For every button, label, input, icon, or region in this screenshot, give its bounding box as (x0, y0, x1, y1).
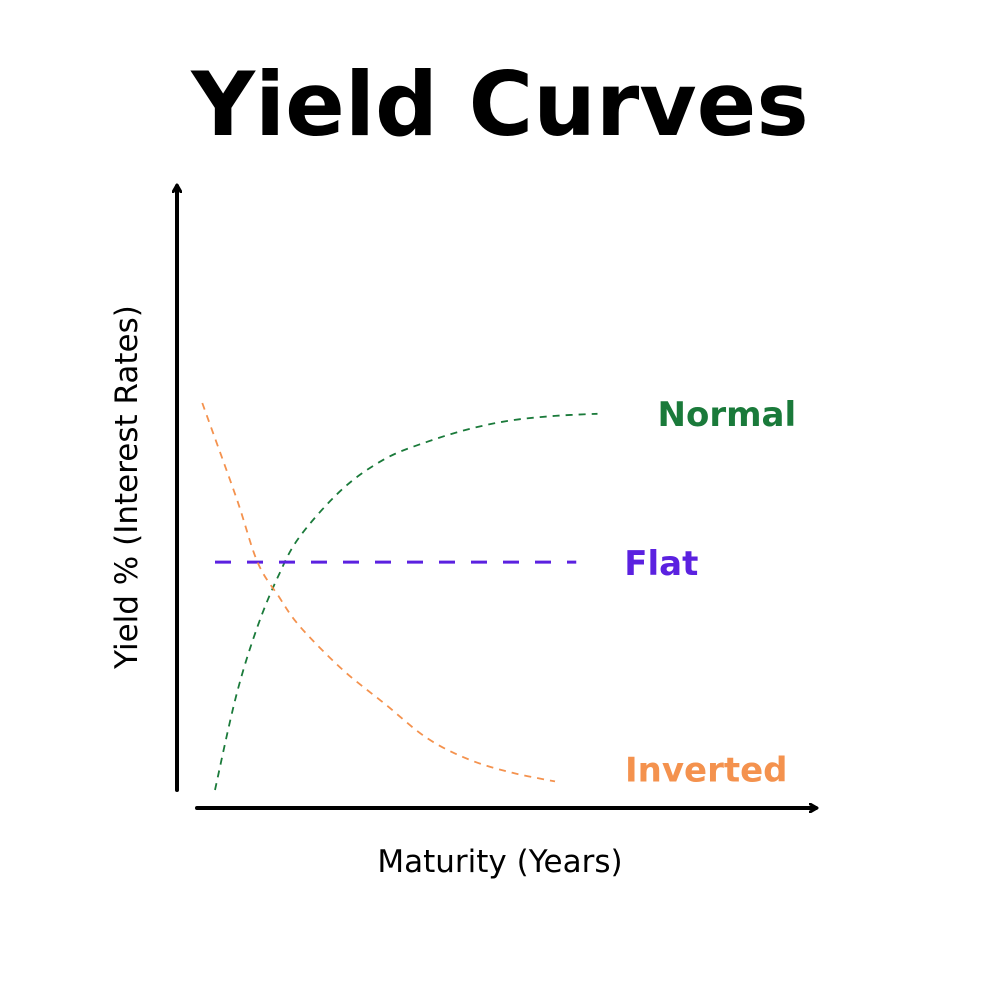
chart-title: Yield Curves (190, 53, 808, 156)
x-axis-label: Maturity (Years) (377, 844, 622, 880)
y-axis-label: Yield % (Interest Rates) (109, 305, 145, 670)
series-label-flat: Flat (624, 544, 698, 584)
series-label-normal: Normal (658, 395, 797, 435)
series-layer: Normal Flat Inverted (201, 395, 797, 791)
series-line-normal (214, 412, 598, 791)
series-label-inverted: Inverted (625, 750, 788, 790)
series-line-inverted (201, 402, 556, 783)
